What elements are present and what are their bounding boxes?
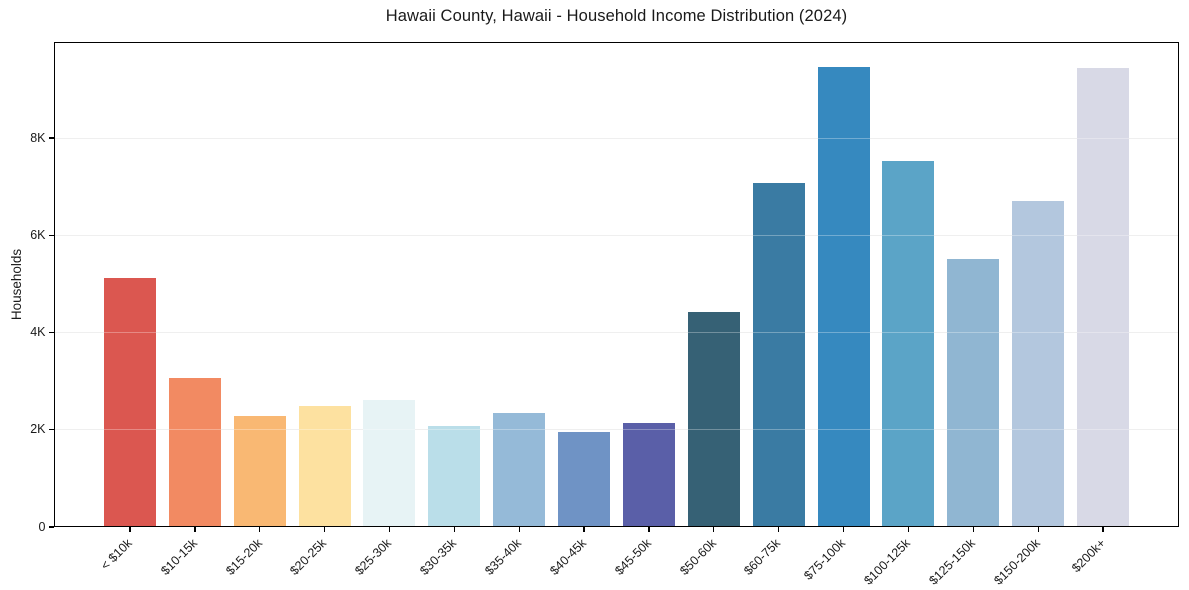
x-tick-label-text: $15-20k: [222, 536, 265, 578]
x-tick-40-45k: [583, 527, 585, 532]
bar-10k: [104, 277, 156, 526]
bar-200k+: [1077, 67, 1129, 526]
y-tick-4k: [48, 331, 54, 334]
gridline-6k: [55, 234, 1178, 236]
bar-20-25k: [298, 406, 351, 526]
y-tick-2k: [48, 429, 54, 431]
chart-title: Hawaii County, Hawaii - Household Income…: [385, 7, 848, 25]
gridline-4k: [55, 332, 1178, 333]
gridline-overlay-2k: [55, 429, 1178, 431]
y-tick-label-2k: 2K: [30, 422, 46, 437]
gridline-overlay-4k: [55, 332, 1178, 333]
bar-40-45k: [558, 431, 611, 526]
y-axis-label-text: Households: [9, 248, 25, 321]
y-tick-6k: [48, 234, 54, 236]
bar-60-75k: [752, 182, 805, 526]
x-tick-label-text: $50-60k: [676, 536, 719, 578]
bar-10-15k: [168, 377, 221, 526]
x-tick-label-text: $10-15k: [157, 536, 200, 578]
x-tick-label-text: $125-150k: [926, 536, 979, 588]
x-tick-label-text: $60-75k: [741, 536, 784, 578]
gridline-overlay-6k: [55, 234, 1178, 236]
y-tick-label-6k: 6K: [30, 227, 46, 242]
x-tick-200k+: [1102, 527, 1104, 532]
y-tick-0: [48, 526, 54, 528]
x-tick-label-text: $25-30k: [352, 536, 395, 578]
x-tick-label-text: $150-200k: [991, 536, 1044, 588]
y-tick-8k: [48, 137, 54, 139]
y-tick-label-8k: 8K: [30, 130, 46, 145]
bar-45-50k: [622, 423, 675, 526]
x-tick-label-text: < $10k: [98, 536, 135, 573]
x-tick-10k: [129, 527, 131, 532]
gridline-8k: [55, 137, 1178, 139]
y-axis-label: Households: [9, 42, 25, 527]
x-tick-75-100k: [842, 527, 845, 532]
x-tick-20-25k: [324, 527, 326, 532]
x-tick-25-30k: [388, 527, 391, 532]
x-tick-150-200k: [1037, 527, 1039, 532]
x-tick-100-125k: [907, 527, 910, 532]
x-tick-label-text: $100-125k: [861, 536, 914, 588]
gridline-overlay-8k: [55, 137, 1178, 139]
x-tick-30-35k: [453, 527, 456, 532]
bar-15-20k: [233, 415, 286, 526]
bar-30-35k: [428, 426, 481, 526]
y-tick-label-0: 0: [38, 519, 46, 534]
x-tick-35-40k: [518, 527, 520, 532]
x-tick-60-75k: [778, 527, 780, 532]
x-tick-50-60k: [713, 527, 715, 532]
x-tick-15-20k: [259, 527, 261, 532]
x-tick-label-text: $45-50k: [611, 536, 654, 578]
x-tick-45-50k: [648, 527, 650, 532]
bar-25-30k: [363, 399, 416, 526]
x-tick-label-text: $200k+: [1068, 536, 1108, 576]
x-tick-10-15k: [194, 527, 196, 532]
x-tick-125-150k: [972, 527, 974, 532]
x-tick-label-text: $75-100k: [801, 536, 849, 583]
bar-100-125k: [882, 161, 935, 526]
bar-50-60k: [687, 311, 740, 526]
x-tick-label-text: $35-40k: [482, 536, 525, 578]
bar-75-100k: [817, 66, 870, 526]
gridline-2k: [55, 429, 1178, 431]
y-tick-label-4k: 4K: [30, 325, 46, 339]
x-tick-label-text: $40-45k: [547, 536, 589, 578]
x-tick-label-text: $20-25k: [287, 536, 330, 578]
x-tick-label-text: $30-35k: [417, 536, 460, 578]
plot-area: [54, 42, 1179, 527]
bar-150-200k: [1012, 200, 1065, 526]
bar-35-40k: [493, 412, 546, 526]
bar-125-150k: [947, 258, 1000, 526]
